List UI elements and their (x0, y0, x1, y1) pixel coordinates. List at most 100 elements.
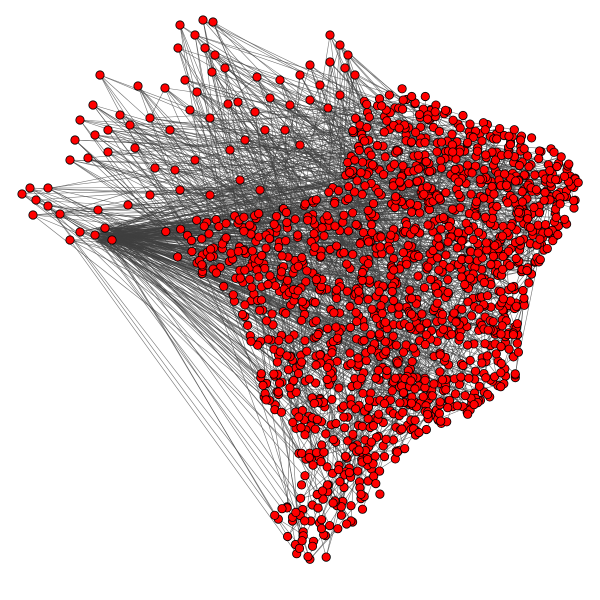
graph-node (145, 113, 155, 123)
graph-node (540, 220, 551, 230)
graph-node (555, 199, 565, 209)
graph-node (317, 486, 328, 496)
graph-node (376, 101, 387, 111)
graph-node (360, 181, 370, 191)
graph-node (552, 161, 562, 172)
graph-node (123, 200, 133, 210)
graph-node (481, 373, 491, 383)
graph-node (305, 95, 315, 105)
graph-node (454, 189, 464, 200)
graph-node (460, 390, 470, 401)
graph-node (465, 119, 475, 129)
graph-node (553, 230, 563, 240)
graph-node (510, 369, 520, 379)
graph-node (31, 195, 41, 205)
graph-edge (103, 238, 380, 337)
graph-node (359, 335, 369, 346)
graph-node (270, 281, 280, 291)
graph-node (458, 110, 468, 121)
graph-node (316, 251, 326, 261)
graph-node (354, 445, 364, 455)
graph-node (235, 273, 245, 283)
graph-node (409, 225, 420, 235)
graph-node (239, 212, 249, 222)
graph-node (407, 91, 417, 102)
graph-node (335, 40, 345, 50)
graph-edge (47, 205, 283, 509)
graph-node (524, 162, 534, 172)
graph-node (334, 383, 344, 393)
graph-node (455, 203, 465, 213)
graph-node (441, 385, 451, 395)
graph-node (302, 215, 313, 225)
graph-node (457, 304, 467, 314)
graph-edge (69, 239, 297, 554)
graph-node (336, 510, 346, 520)
graph-node (363, 259, 373, 269)
graph-node (515, 135, 526, 145)
graph-node (255, 185, 265, 195)
graph-node (353, 466, 363, 476)
graph-node (281, 308, 291, 318)
graph-node (348, 126, 358, 136)
graph-node (522, 265, 532, 276)
graph-node (397, 84, 407, 94)
graph-node (281, 207, 291, 218)
graph-node (507, 282, 517, 292)
graph-node (300, 430, 310, 440)
graph-node (161, 227, 171, 237)
graph-node (254, 209, 264, 219)
graph-node (219, 281, 229, 291)
graph-node (316, 514, 327, 525)
graph-node (345, 301, 355, 312)
graph-node (301, 277, 311, 287)
graph-node (415, 323, 425, 333)
graph-node (353, 353, 363, 363)
graph-node (264, 234, 275, 244)
graph-node (246, 336, 256, 346)
graph-node (225, 145, 235, 155)
graph-node (542, 244, 552, 254)
graph-node (380, 337, 390, 347)
graph-node (293, 261, 303, 271)
graph-node (228, 290, 238, 300)
graph-node (390, 192, 401, 202)
graph-node (376, 232, 386, 242)
graph-node (263, 279, 273, 290)
graph-node (210, 50, 220, 60)
graph-node (398, 388, 409, 398)
graph-node (517, 197, 528, 207)
graph-edge (149, 87, 166, 119)
graph-node (496, 368, 506, 378)
graph-node (256, 295, 267, 305)
graph-edge (101, 236, 334, 440)
graph-node (512, 338, 522, 348)
graph-node (311, 274, 321, 285)
graph-node (316, 457, 326, 467)
graph-node (345, 322, 356, 333)
graph-node (350, 155, 360, 165)
graph-node (494, 124, 505, 134)
graph-node (368, 421, 378, 431)
graph-edge (32, 214, 376, 484)
graph-node (293, 230, 303, 240)
graph-node (501, 180, 511, 190)
graph-node (211, 268, 221, 278)
graph-node (17, 189, 27, 199)
graph-node (240, 135, 250, 145)
graph-node (331, 322, 341, 332)
graph-node (433, 288, 443, 298)
graph-node (432, 147, 442, 157)
graph-node (356, 168, 366, 178)
graph-node (350, 70, 360, 80)
graph-node (514, 207, 524, 217)
graph-node (310, 424, 320, 434)
graph-node (361, 355, 371, 366)
graph-node (293, 286, 303, 296)
graph-node (206, 244, 216, 254)
graph-node (348, 208, 358, 218)
graph-node (447, 129, 457, 139)
graph-node (233, 97, 243, 107)
graph-node (319, 231, 329, 241)
graph-node (468, 132, 478, 142)
